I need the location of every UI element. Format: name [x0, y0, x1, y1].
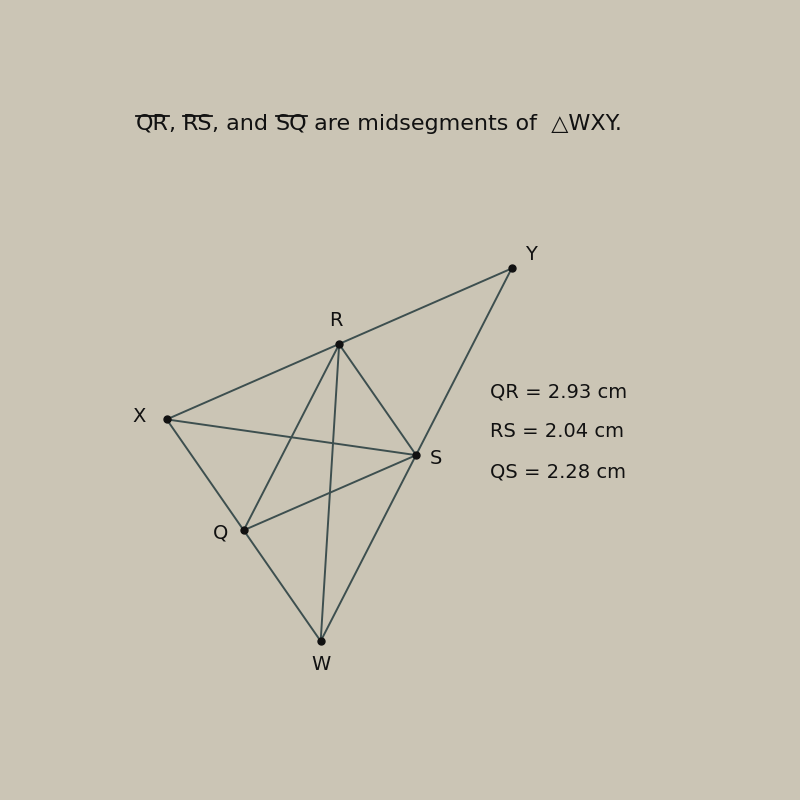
Text: RS = 2.04 cm: RS = 2.04 cm: [490, 422, 624, 442]
Text: ,: ,: [169, 114, 183, 134]
Text: QR = 2.93 cm: QR = 2.93 cm: [490, 382, 627, 401]
Text: QR: QR: [136, 114, 169, 134]
Text: RS: RS: [183, 114, 212, 134]
Text: are midsegments of  △WXY.: are midsegments of △WXY.: [307, 114, 622, 134]
Text: SQ: SQ: [275, 114, 307, 134]
Text: Q: Q: [213, 524, 228, 543]
Text: R: R: [330, 311, 343, 330]
Text: X: X: [132, 407, 146, 426]
Text: S: S: [430, 449, 442, 468]
Text: W: W: [311, 655, 330, 674]
Text: QS = 2.28 cm: QS = 2.28 cm: [490, 462, 626, 482]
Text: , and: , and: [212, 114, 275, 134]
Text: Y: Y: [526, 246, 538, 265]
